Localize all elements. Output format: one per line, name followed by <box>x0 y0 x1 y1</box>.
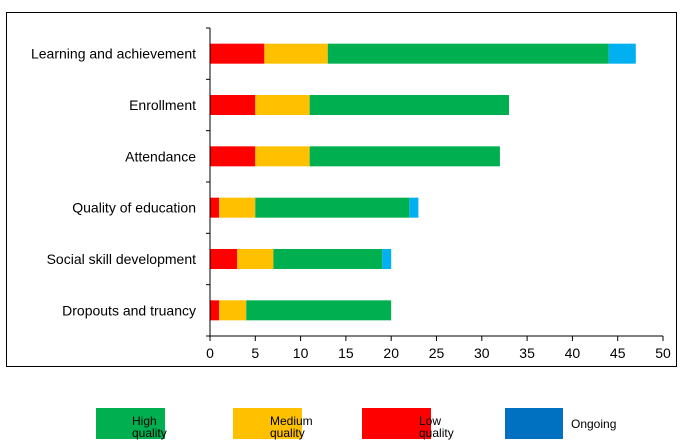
bar-segment-2-1 <box>255 146 310 167</box>
bar-segment-3-0 <box>210 197 220 218</box>
x-tick-label: 45 <box>610 345 626 361</box>
bar-segment-4-2 <box>273 249 383 269</box>
bar-segment-4-0 <box>210 249 238 269</box>
bar-segment-4-3 <box>382 249 392 269</box>
category-label: Learning and achievement <box>31 46 196 62</box>
x-tick-label: 15 <box>338 345 354 361</box>
x-tick-label: 0 <box>206 345 214 361</box>
bar-segment-2-0 <box>210 146 256 167</box>
category-label: Quality of education <box>72 200 196 216</box>
x-tick-label: 25 <box>429 345 445 361</box>
category-label: Dropouts and truancy <box>62 302 196 318</box>
bar-segment-0-1 <box>264 43 328 64</box>
x-tick-label: 35 <box>519 345 535 361</box>
category-label: Attendance <box>125 148 196 164</box>
category-label: Social skill development <box>47 251 197 267</box>
bar-segment-0-0 <box>210 43 265 64</box>
x-tick-label: 40 <box>565 345 581 361</box>
bar-segment-3-3 <box>409 197 419 218</box>
bar-segment-5-2 <box>246 300 392 321</box>
bar-segment-1-1 <box>255 95 310 115</box>
bar-segment-5-0 <box>210 300 220 321</box>
category-label: Enrollment <box>129 97 196 113</box>
bar-segment-5-1 <box>219 300 247 321</box>
bar-segment-0-3 <box>608 43 636 64</box>
bar-segment-3-1 <box>219 197 256 218</box>
bar-segment-3-2 <box>255 197 410 218</box>
bar-segment-1-0 <box>210 95 256 115</box>
bar-segment-4-1 <box>237 249 274 269</box>
x-tick-label: 50 <box>655 345 671 361</box>
x-tick-label: 5 <box>251 345 259 361</box>
bar-segment-0-2 <box>327 43 609 64</box>
x-tick-label: 10 <box>293 345 309 361</box>
bar-segment-1-2 <box>309 95 509 115</box>
x-tick-label: 30 <box>474 345 490 361</box>
x-tick-label: 20 <box>383 345 399 361</box>
bar-segment-2-2 <box>309 146 500 167</box>
